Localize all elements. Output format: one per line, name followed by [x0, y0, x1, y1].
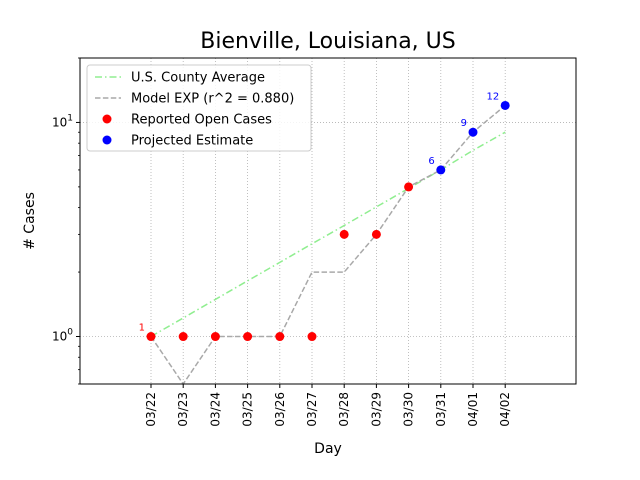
series-line — [150, 131, 506, 338]
x-tick-label: 03/25 — [241, 392, 255, 427]
data-point — [468, 127, 478, 137]
x-tick-label: 04/01 — [466, 392, 480, 427]
x-tick-label: 03/30 — [402, 392, 416, 427]
plot-frame — [79, 57, 577, 385]
x-tick-label: 03/26 — [273, 392, 287, 427]
data-label: 1 — [139, 323, 145, 334]
y-tick-label: 101 — [52, 113, 73, 129]
x-tick-label: 03/31 — [434, 392, 448, 427]
y-axis: 100 101 — [52, 57, 80, 385]
data-point — [500, 100, 510, 110]
x-tick-label: 03/28 — [337, 392, 351, 427]
data-label: 9 — [461, 118, 467, 129]
data-point — [243, 332, 253, 342]
legend-box — [86, 64, 312, 152]
data-point — [404, 182, 414, 192]
annotations: 1 6 9 12 — [139, 91, 500, 333]
x-axis: 03/22 03/23 03/24 03/25 03/26 03/27 03/28 03/29… — [144, 384, 512, 427]
points-layer — [146, 100, 510, 342]
x-tick-label: 03/22 — [144, 392, 158, 427]
y-tick-label: 100 — [52, 328, 73, 344]
data-point — [307, 332, 317, 342]
series-layer — [150, 104, 506, 386]
series-line — [150, 104, 506, 386]
data-point — [210, 332, 220, 342]
data-point — [146, 332, 156, 342]
legend-label: U.S. County Average — [131, 71, 265, 86]
legend: U.S. County Average Model EXP (r^2 = 0.88… — [86, 64, 312, 152]
legend-label: Model EXP (r^2 = 0.880) — [131, 92, 294, 107]
x-tick-label: 03/27 — [305, 392, 319, 427]
legend-label: Projected Estimate — [131, 134, 253, 149]
x-tick-label: 03/24 — [208, 392, 222, 427]
chart-title: Bienville, Louisiana, US — [200, 29, 455, 54]
x-tick-label: 04/02 — [498, 392, 512, 427]
legend-swatch — [102, 135, 112, 145]
data-point — [339, 229, 349, 239]
data-point — [275, 332, 285, 342]
data-label: 6 — [428, 156, 434, 167]
x-tick-label: 03/23 — [176, 392, 190, 427]
data-point — [371, 229, 381, 239]
legend-label: Reported Open Cases — [131, 113, 272, 128]
data-point — [178, 332, 188, 342]
x-tick-label: 03/29 — [369, 392, 383, 427]
data-point — [436, 165, 446, 175]
legend-swatch — [102, 114, 112, 124]
data-label: 12 — [486, 91, 499, 102]
x-axis-label: Day — [314, 441, 342, 457]
y-axis-label: # Cases — [22, 192, 38, 250]
